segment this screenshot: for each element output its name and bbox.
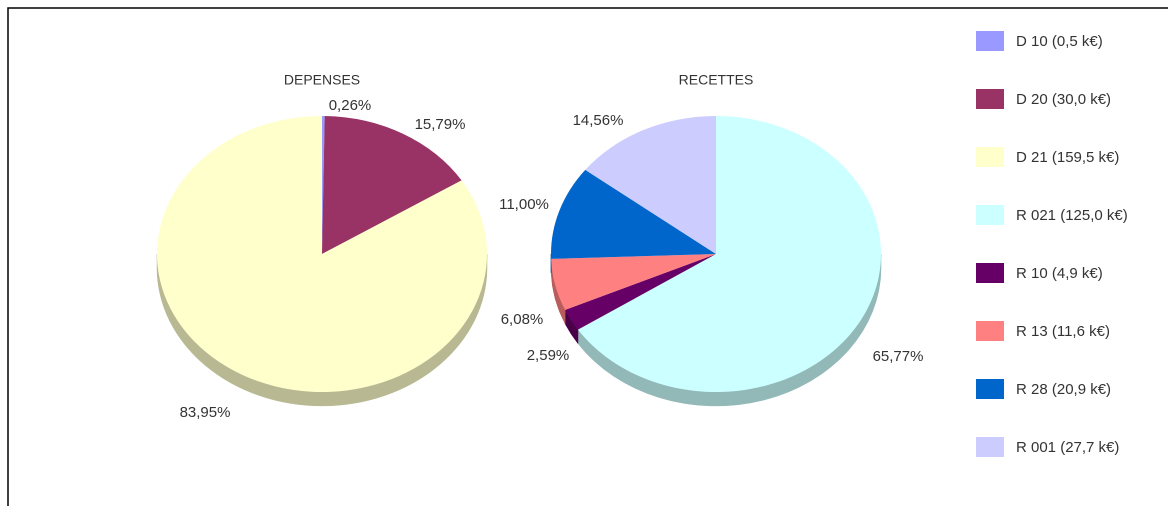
legend-item-r-28-20-9-k: R 28 (20,9 k€) xyxy=(976,378,1111,400)
slice-label-d-20-30-0-k: 15,79% xyxy=(415,116,466,133)
pie-slice-d-20-30-0-k xyxy=(322,116,462,254)
legend-swatch xyxy=(976,321,1004,341)
pie-depenses: 0,26% 15,79% 83,95% DEPENSES xyxy=(156,72,488,421)
legend-swatch xyxy=(976,379,1004,399)
legend-item-d-10-0-5-k: D 10 (0,5 k€) xyxy=(976,30,1103,52)
pie-slice-d-10-0-5-k xyxy=(322,116,325,254)
slice-label-d-10-0-5-k: 0,26% xyxy=(329,97,372,114)
legend-item-r-13-11-6-k: R 13 (11,6 k€) xyxy=(976,320,1110,342)
legend-swatch xyxy=(976,437,1004,457)
pie-slice-d-21-159-5-k xyxy=(157,116,488,393)
legend-label: R 001 (27,7 k€) xyxy=(1016,438,1120,456)
legend-label: R 10 (4,9 k€) xyxy=(1016,264,1103,282)
legend-swatch xyxy=(976,263,1004,283)
legend-label: R 13 (11,6 k€) xyxy=(1016,322,1110,340)
pie-slice-r-021-125-0-k xyxy=(577,116,881,393)
legend-swatch xyxy=(976,31,1004,51)
slice-label-r-001-27-7-k: 14,56% xyxy=(573,112,624,129)
legend-label: D 20 (30,0 k€) xyxy=(1016,90,1112,108)
pie-recettes: 65,77% 2,59% 6,08% 11,00% 14,56% RECETTES xyxy=(499,72,924,407)
pie-slice-r-13-11-6-k xyxy=(551,254,716,310)
slice-label-r-021-125-0-k: 65,77% xyxy=(873,348,924,365)
legend-item-d-21-159-5-k: D 21 (159,5 k€) xyxy=(976,146,1119,168)
pie-title-recettes: RECETTES xyxy=(679,72,754,88)
slice-label-r-10-4-9-k: 2,59% xyxy=(527,347,570,364)
slice-label-r-28-20-9-k: 11,00% xyxy=(499,196,549,213)
legend-item-r-021-125-0-k: R 021 (125,0 k€) xyxy=(976,204,1128,226)
pie-slice-r-28-20-9-k xyxy=(551,169,716,259)
slice-label-d-21-159-5-k: 83,95% xyxy=(180,404,231,421)
legend-label: R 28 (20,9 k€) xyxy=(1016,380,1112,398)
slice-label-r-13-11-6-k: 6,08% xyxy=(501,311,544,328)
legend-swatch xyxy=(976,89,1004,109)
legend-item-r-001-27-7-k: R 001 (27,7 k€) xyxy=(976,436,1119,458)
legend-label: D 10 (0,5 k€) xyxy=(1016,32,1103,50)
pie-title-depenses: DEPENSES xyxy=(284,72,360,88)
legend-label: R 021 (125,0 k€) xyxy=(1016,206,1128,224)
legend-item-d-20-30-0-k: D 20 (30,0 k€) xyxy=(976,88,1111,110)
pie-slice-r-001-27-7-k xyxy=(585,116,716,254)
legend-item-r-10-4-9-k: R 10 (4,9 k€) xyxy=(976,262,1103,284)
pie-slice-r-10-4-9-k xyxy=(565,254,716,330)
legend-swatch xyxy=(976,205,1004,225)
legend-label: D 21 (159,5 k€) xyxy=(1016,148,1120,166)
legend-swatch xyxy=(976,147,1004,167)
